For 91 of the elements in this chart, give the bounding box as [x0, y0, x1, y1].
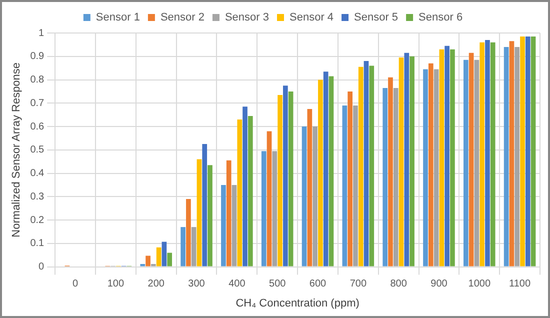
- bar: [404, 52, 410, 266]
- bar: [358, 66, 364, 266]
- bar: [388, 77, 393, 266]
- bar: [410, 56, 414, 266]
- bar: [162, 242, 167, 266]
- y-tick-label: 0.2: [30, 214, 45, 226]
- y-tick-label: 0.7: [30, 98, 45, 109]
- x-tick-label: 0: [72, 278, 79, 290]
- legend-label: Sensor 2: [160, 12, 204, 24]
- bar: [146, 256, 150, 266]
- bar: [156, 247, 162, 266]
- bar: [525, 36, 530, 266]
- legend-label: Sensor 5: [354, 12, 398, 24]
- y-tick-label: 0.1: [30, 238, 45, 250]
- bar: [439, 49, 444, 266]
- x-tick-label: 900: [430, 278, 448, 290]
- y-axis-title: Normalized Sensor Array Response: [10, 62, 23, 238]
- bar: [444, 46, 450, 266]
- y-tick-label: 0.9: [30, 51, 45, 62]
- bar: [283, 86, 288, 266]
- bar: [474, 60, 480, 266]
- bar: [353, 105, 358, 266]
- bar: [348, 91, 353, 266]
- bar: [423, 69, 428, 266]
- bar: [393, 88, 398, 266]
- bar: [318, 80, 323, 266]
- bar: [272, 151, 278, 266]
- bar: [307, 108, 312, 266]
- bar: [266, 131, 272, 266]
- y-tick-label: 0.6: [30, 121, 45, 132]
- bar: [480, 42, 485, 266]
- bar: [364, 61, 369, 266]
- x-tick-label: 1100: [509, 278, 531, 290]
- bar: [490, 42, 496, 266]
- bar: [140, 264, 146, 266]
- bar: [151, 264, 156, 266]
- bar: [167, 252, 172, 266]
- x-tick-label: 1000: [468, 278, 491, 290]
- legend-label: Sensor 1: [96, 12, 140, 24]
- bar: [261, 151, 266, 266]
- bar: [242, 106, 248, 266]
- bar: [434, 69, 439, 266]
- y-tick-label: 0.8: [30, 74, 45, 86]
- y-tick-label: 1: [38, 28, 45, 39]
- bar: [504, 47, 509, 266]
- y-tick-label: 0: [38, 262, 45, 273]
- bar: [180, 227, 186, 266]
- bar: [186, 199, 191, 266]
- bar: [232, 184, 237, 266]
- bar: [509, 41, 514, 266]
- bar: [468, 52, 474, 266]
- bar: [208, 165, 212, 266]
- x-tick-label: 400: [228, 278, 246, 290]
- bar: [463, 60, 468, 266]
- bar: [237, 120, 242, 266]
- bar: [450, 49, 455, 266]
- bar: [328, 76, 334, 266]
- bar: [323, 72, 328, 266]
- x-tick-label: 200: [148, 278, 165, 290]
- legend-label: Sensor 6: [418, 12, 463, 24]
- bar: [226, 160, 232, 266]
- legend-label: Sensor 4: [290, 12, 334, 24]
- x-tick-label: 600: [309, 278, 327, 290]
- bar: [398, 58, 404, 266]
- y-tick-label: 0.3: [30, 191, 45, 202]
- bar: [288, 91, 294, 266]
- y-tick-label: 0.5: [30, 144, 45, 156]
- bar: [520, 36, 525, 266]
- bar: [342, 105, 348, 266]
- x-tick-label: 100: [107, 278, 124, 290]
- bar: [302, 126, 307, 266]
- legend-label: Sensor 3: [224, 12, 270, 24]
- x-tick-label: 500: [269, 278, 286, 290]
- bar: [202, 144, 208, 266]
- bar: [312, 126, 318, 266]
- bar: [191, 227, 196, 266]
- bar: [369, 66, 374, 266]
- bar: [248, 116, 253, 266]
- bar: [278, 94, 282, 266]
- bar: [428, 63, 434, 266]
- x-tick-label: 300: [188, 278, 206, 290]
- x-tick-label: 800: [390, 278, 408, 290]
- bar: [382, 88, 388, 266]
- bar: [196, 159, 202, 266]
- bar: [221, 184, 226, 266]
- bar: [530, 36, 536, 266]
- bar: [514, 47, 520, 266]
- x-tick-label: 700: [350, 278, 367, 290]
- bar: [485, 40, 490, 266]
- y-tick-label: 0.4: [30, 168, 45, 180]
- x-axis-title: CH₄ Concentration (ppm): [236, 297, 360, 310]
